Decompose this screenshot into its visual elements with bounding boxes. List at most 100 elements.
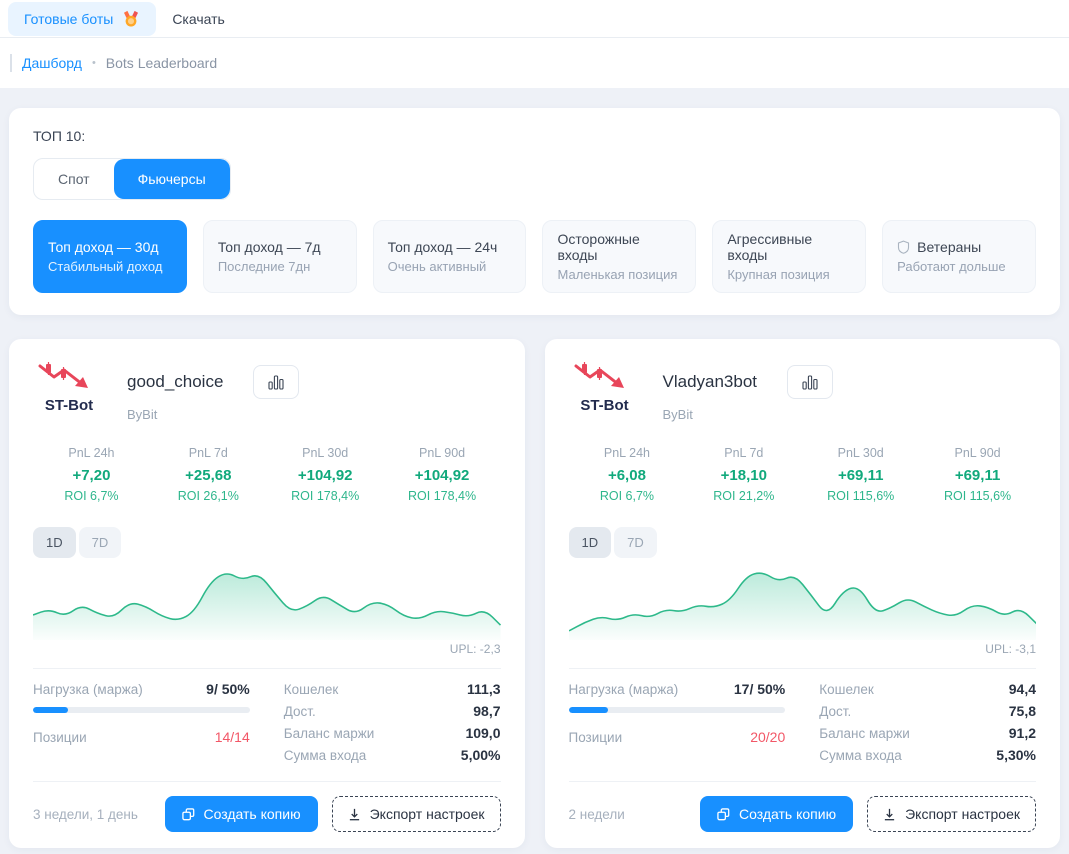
margin-balance-label: Баланс маржи [819,726,910,741]
positions-value: 20/20 [750,729,786,745]
divider [33,668,501,669]
bot-card-good-choice: ST-Bot good_choice ByBit [9,339,525,848]
entry-sum-label: Сумма входа [283,748,367,763]
bot-stats: Нагрузка (маржа) 9/ 50% Позиции 14/14 Ко… [33,681,501,769]
range-7d-button[interactable]: 7D [78,527,122,558]
preset-filter-row: Топ доход — 30д Стабильный доход Топ дох… [33,220,1036,293]
market-type-tabs: Спот Фьючерсы [33,158,231,200]
upl-value: UPL: -2,3 [449,642,501,656]
pnl-90d: PnL 90d +104,92 ROI 178,4% [408,446,477,503]
st-bot-logo: ST-Bot [33,361,105,414]
pnl-24h: PnL 24h +7,20 ROI 6,7% [64,446,119,503]
available-value: 98,7 [473,703,501,719]
pnl-sparkline-chart [568,572,1036,640]
positions-label: Позиции [33,730,87,745]
positions-value: 14/14 [214,729,250,745]
copy-icon [181,807,194,820]
range-1d-button[interactable]: 1D [33,527,76,558]
bot-stats: Нагрузка (маржа) 17/ 50% Позиции 20/20 К… [568,681,1036,769]
st-bot-logo-icon [574,362,624,388]
download-link[interactable]: Скачать [172,10,225,27]
divider [568,781,1036,782]
bar-chart-icon [802,374,818,390]
pnl-24h: PnL 24h +6,08 ROI 6,7% [599,446,655,503]
st-bot-logo-icon [38,362,88,388]
load-value: 9/ 50% [206,681,250,697]
wallet-value: 111,3 [467,681,501,697]
export-settings-button[interactable]: Экспорт настроек [867,796,1036,832]
exchange-label: ByBit [127,407,158,422]
bot-name: good_choice [127,372,224,391]
pnl-90d: PnL 90d +69,11 ROI 115,6% [943,446,1012,503]
margin-balance-value: 91,2 [1008,725,1036,741]
preset-careful-entries[interactable]: Осторожные входы Маленькая позиция [542,220,697,293]
entry-sum-value: 5,00% [460,747,501,763]
chart-range-toggle: 1D 7D [568,527,657,558]
wallet-label: Кошелек [819,682,874,697]
create-copy-button[interactable]: Создать копию [164,796,318,832]
open-chart-button[interactable] [787,365,834,399]
available-value: 75,8 [1008,703,1036,719]
ready-bots-label: Готовые боты [24,10,114,27]
tab-futures[interactable]: Фьючерсы [113,159,230,199]
preset-top-income-30d[interactable]: Топ доход — 30д Стабильный доход [33,220,187,293]
bar-chart-icon [268,374,284,390]
pnl-30d: PnL 30d +104,92 ROI 178,4% [291,446,360,503]
load-label: Нагрузка (маржа) [33,682,143,697]
entry-sum-label: Сумма входа [819,748,902,763]
pnl-summary-row: PnL 24h +6,08 ROI 6,7% PnL 7d +18,10 ROI… [569,446,1037,503]
preset-veterans[interactable]: Ветераны Работают дольше [882,220,1036,293]
preset-top-income-7d[interactable]: Топ доход — 7д Последние 7дн [202,220,357,293]
preset-aggressive-entries[interactable]: Агрессивные входы Крупная позиция [712,220,867,293]
load-progress-bar [33,707,250,713]
ready-bots-button[interactable]: Готовые боты [8,1,157,36]
top10-filter-panel: ТОП 10: Спот Фьючерсы Топ доход — 30д Ст… [9,108,1060,315]
margin-balance-label: Баланс маржи [283,726,375,741]
pnl-sparkline-chart [33,573,501,640]
chart-range-toggle: 1D 7D [33,527,122,558]
upl-value: UPL: -3,1 [985,642,1036,656]
divider [33,781,501,782]
page-content: ТОП 10: Спот Фьючерсы Топ доход — 30д Ст… [0,88,1069,848]
pnl-7d: PnL 7d +25,68 ROI 26,1% [177,446,239,503]
positions-label: Позиции [568,730,623,745]
export-settings-button[interactable]: Экспорт настроек [331,796,501,832]
tab-spot[interactable]: Спот [34,159,114,199]
breadcrumb-dashboard-link[interactable]: Дашборд [22,55,82,71]
margin-balance-value: 109,0 [465,725,501,741]
preset-top-income-24h[interactable]: Топ доход — 24ч Очень активный [372,220,527,293]
wallet-label: Кошелек [283,682,339,697]
create-copy-button[interactable]: Создать копию [700,796,854,832]
bot-cards-row: ST-Bot good_choice ByBit [9,339,1060,848]
pnl-7d: PnL 7d +18,10 ROI 21,2% [713,446,775,503]
shield-icon [897,240,910,254]
download-icon [349,808,359,820]
load-value: 17/ 50% [733,681,786,697]
range-1d-button[interactable]: 1D [568,527,612,558]
copy-icon [717,807,730,820]
exchange-label: ByBit [662,407,693,422]
bot-name: Vladyan3bot [662,372,758,391]
load-progress-fill [568,707,608,713]
breadcrumb-separator: • [91,57,96,69]
open-chart-button[interactable] [253,365,300,399]
load-label: Нагрузка (маржа) [568,682,679,697]
load-progress-fill [33,707,68,713]
load-progress-bar [568,707,786,713]
bot-card-vladyan3bot: ST-Bot Vladyan3bot ByBit [544,339,1060,848]
breadcrumb-current: Bots Leaderboard [105,55,218,71]
pnl-30d: PnL 30d +69,11 ROI 115,6% [827,446,895,503]
st-bot-logo-text: ST-Bot [580,397,629,414]
top10-title: ТОП 10: [33,128,86,144]
medal-icon [122,10,140,28]
bot-age: 3 недели, 1 день [33,806,138,822]
available-label: Дост. [819,704,852,719]
range-7d-button[interactable]: 7D [614,527,657,558]
download-icon [884,808,895,820]
wallet-value: 94,4 [1008,681,1036,697]
st-bot-logo-text: ST-Bot [44,397,94,414]
entry-sum-value: 5,30% [996,747,1036,763]
bot-age: 2 недели [568,806,625,822]
st-bot-logo: ST-Bot [569,361,641,414]
topbar: Готовые боты Скачать [0,0,1069,38]
